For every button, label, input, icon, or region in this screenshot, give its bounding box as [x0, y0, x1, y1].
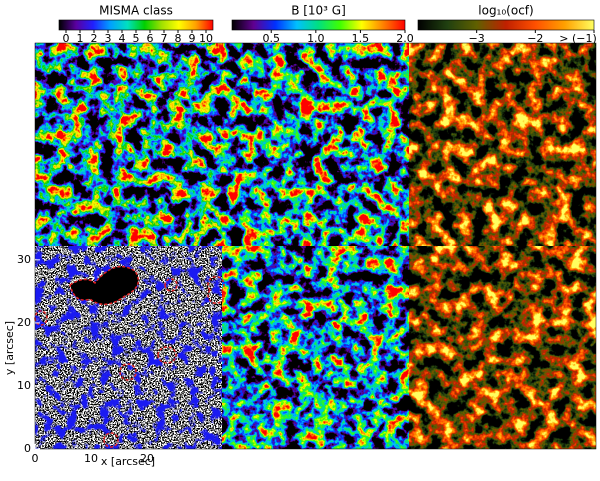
colorbar: [231, 19, 406, 31]
colorbar-tick-label: 6: [147, 32, 154, 45]
colorbar-title: B [10³ G]: [291, 4, 346, 18]
colorbar: [417, 19, 595, 31]
contour: [207, 275, 225, 305]
colorbar-tick-label: −2: [527, 32, 543, 45]
colorbar-tick-label: 1.0: [307, 32, 325, 45]
y-axis-label: y [arcsec]: [3, 321, 16, 375]
x-tick-label: 0: [32, 452, 39, 465]
colorbar-tick-label: 4: [119, 32, 126, 45]
contour: [34, 310, 48, 326]
colorbar-tick-label: −3: [469, 32, 485, 45]
x-tick-label: 10: [84, 452, 98, 465]
map-panel: [222, 43, 409, 246]
map-panel: [409, 246, 596, 449]
y-tick-label: 30: [17, 253, 31, 266]
contour: [119, 363, 137, 381]
y-tick-label: 20: [17, 316, 31, 329]
x-axis-label: x [arcsec]: [101, 455, 155, 468]
colorbar-tick-label: 7: [161, 32, 168, 45]
map-panel: [409, 43, 596, 246]
contour: [164, 278, 178, 292]
colorbar-tick-label: > (−1): [559, 32, 597, 45]
colorbar-tick-label: 5: [133, 32, 140, 45]
contour: [157, 346, 177, 364]
map-panel: [35, 43, 222, 246]
map-panel: [222, 246, 409, 449]
y-tick-label: 0: [24, 442, 31, 455]
y-tick-label: 10: [17, 379, 31, 392]
colorbar-tick-label: 0: [63, 32, 70, 45]
colorbar-tick-label: 10: [199, 32, 213, 45]
colorbar-tick-label: 8: [175, 32, 182, 45]
colorbar-tick-label: 2.0: [396, 32, 414, 45]
colorbar-tick-label: 9: [189, 32, 196, 45]
colorbar-tick-label: 2: [91, 32, 98, 45]
panels-frame: [34, 42, 597, 450]
colorbar: [58, 19, 214, 31]
colorbar-tick-label: 0.5: [262, 32, 280, 45]
colorbar-tick-label: 1: [77, 32, 84, 45]
x-tick-label: 20: [140, 452, 154, 465]
contour: [103, 432, 119, 448]
colorbar-title: log₁₀(ocf): [478, 4, 533, 18]
colorbar-title: MISMA class: [99, 4, 173, 18]
contour: [69, 265, 140, 305]
colorbar-tick-label: 1.5: [352, 32, 370, 45]
colorbar-tick-label: 3: [105, 32, 112, 45]
